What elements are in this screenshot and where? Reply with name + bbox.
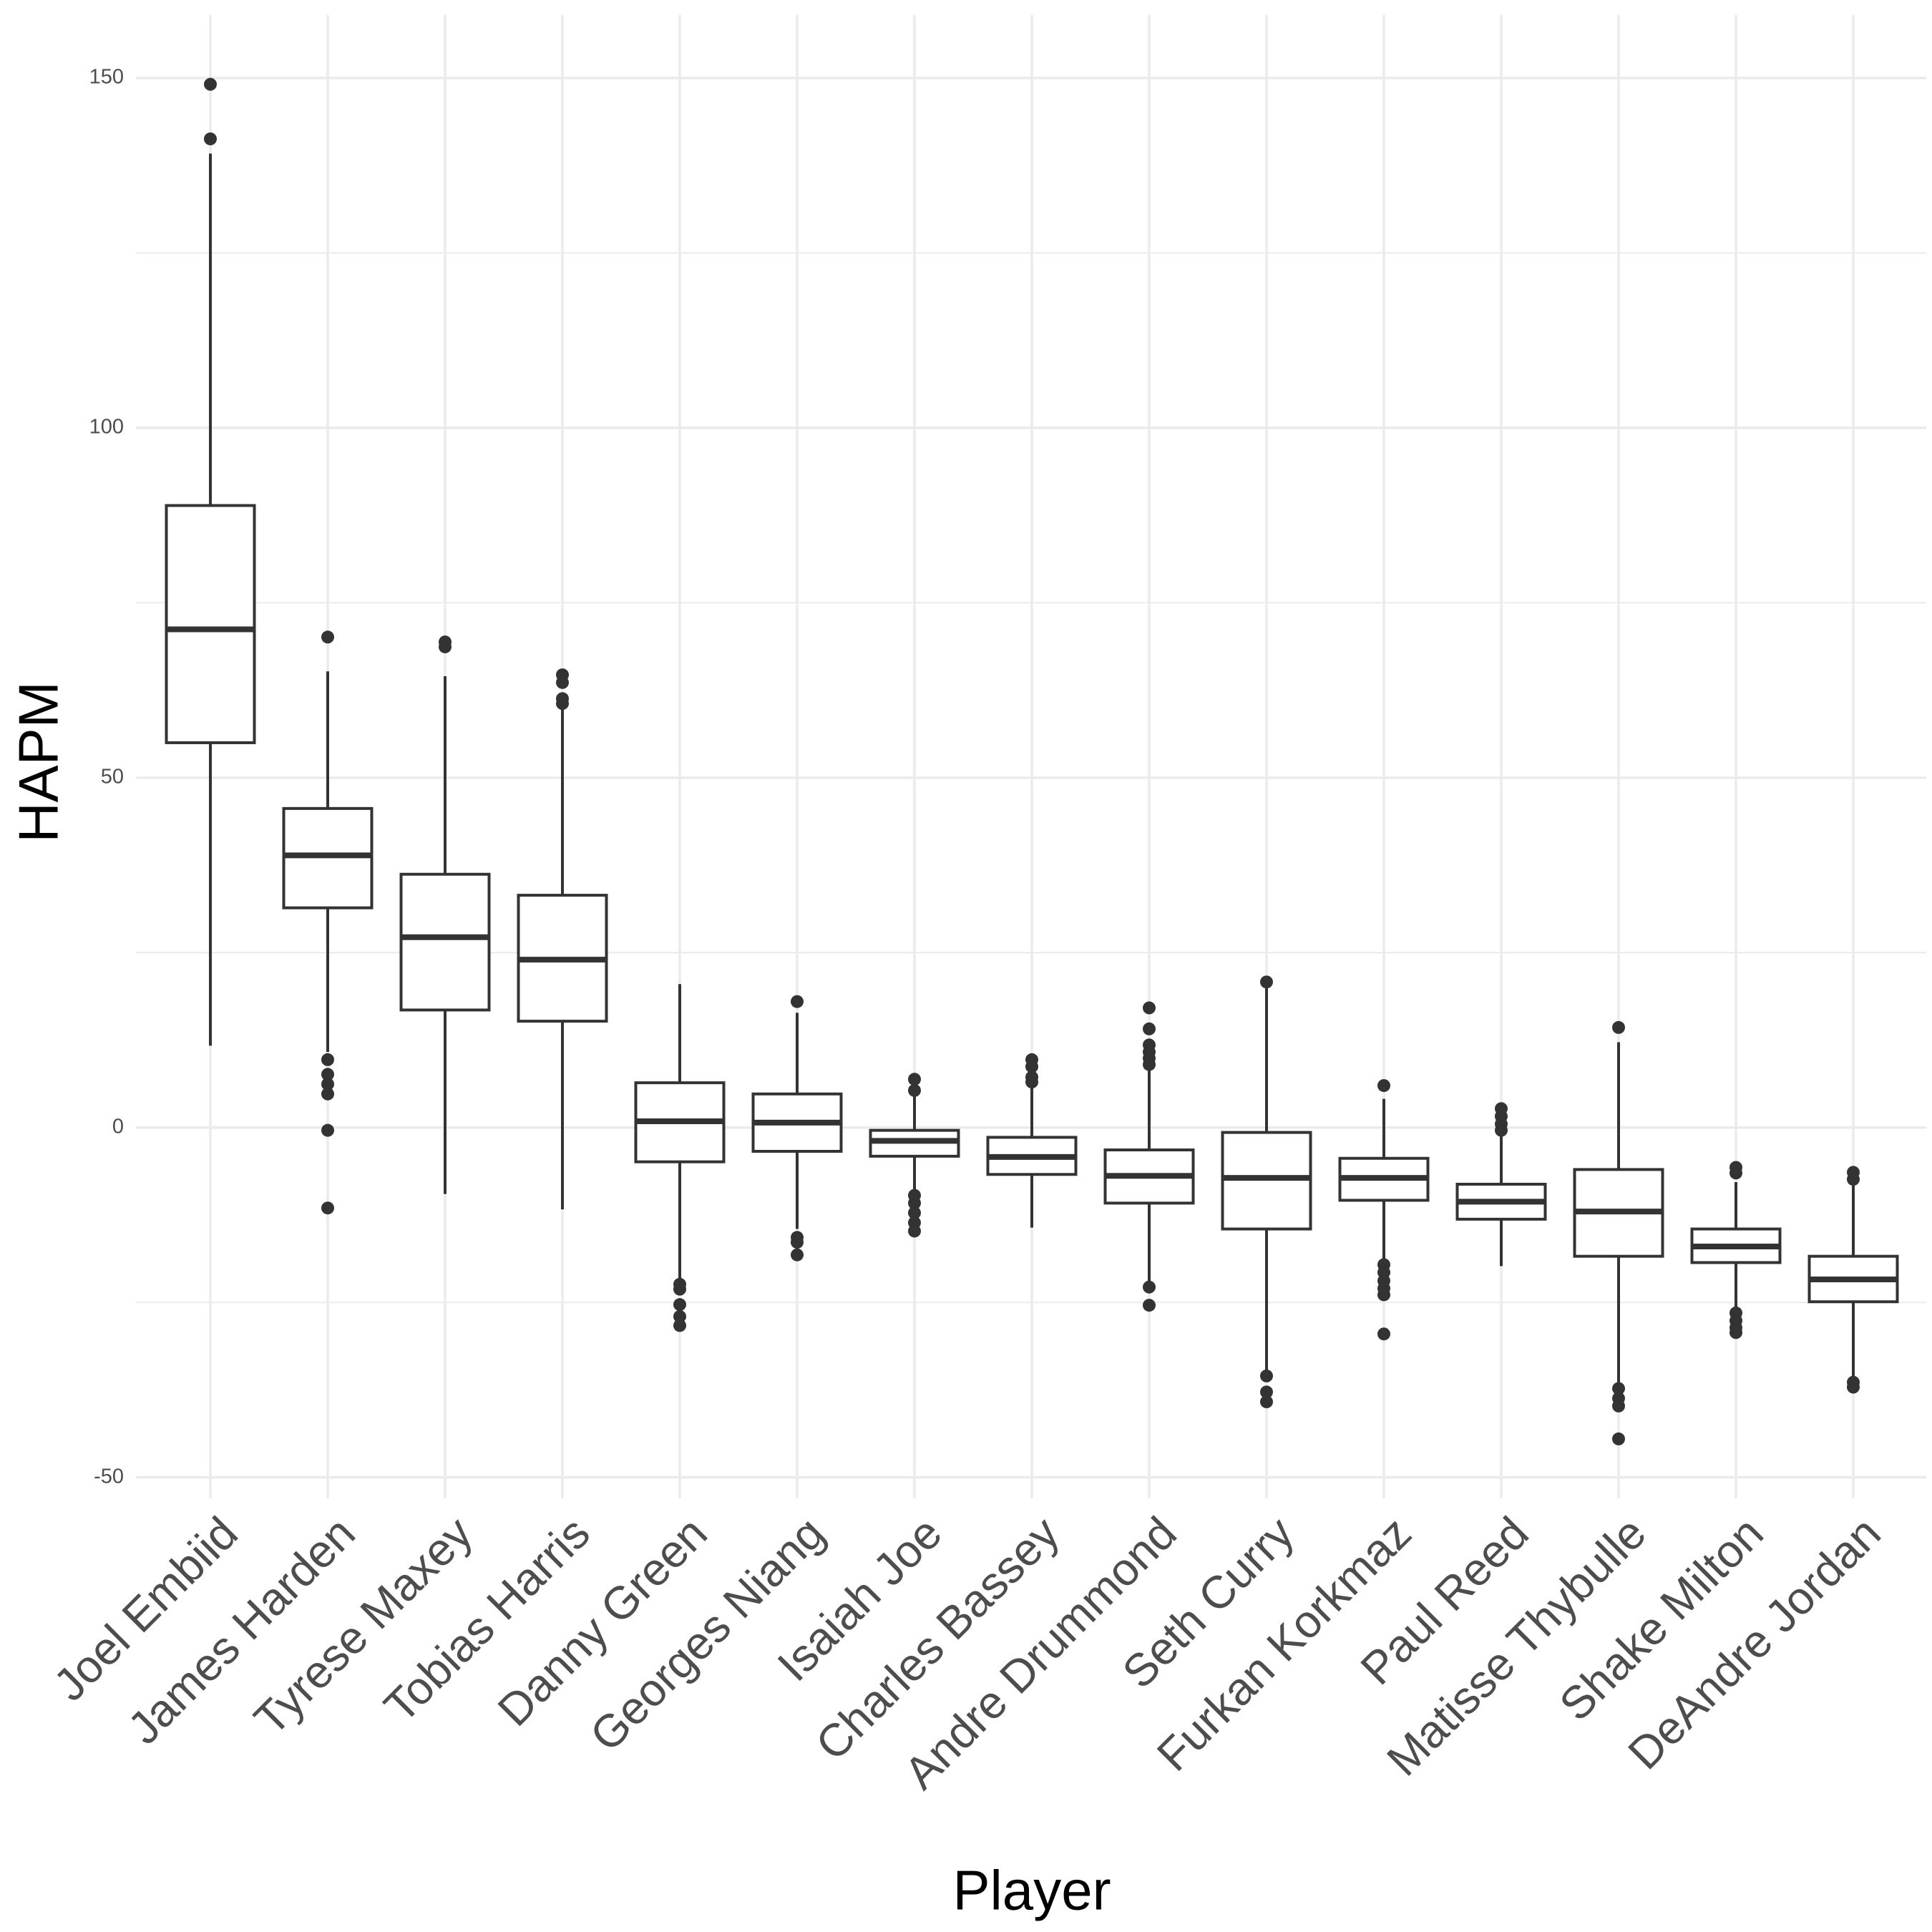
outlier (1143, 1022, 1156, 1035)
y-tick-label: 50 (101, 765, 124, 788)
outlier (673, 1298, 686, 1312)
outlier (1612, 1020, 1625, 1034)
outlier (1260, 1395, 1273, 1409)
outlier (1847, 1380, 1860, 1394)
outlier (321, 1123, 334, 1137)
outlier (1612, 1399, 1625, 1413)
outlier (321, 1087, 334, 1101)
outlier (673, 1319, 686, 1332)
outlier (791, 1248, 804, 1262)
outlier (673, 1309, 686, 1323)
y-axis-title: HAPM (7, 681, 70, 842)
outlier (1612, 1382, 1625, 1395)
outlier (1143, 1058, 1156, 1071)
outlier (1729, 1326, 1742, 1340)
outlier (1260, 975, 1273, 989)
outlier (1377, 1327, 1390, 1341)
outlier (673, 1282, 686, 1296)
y-tick-label: 0 (112, 1115, 124, 1138)
x-axis-title: Player (952, 1859, 1111, 1922)
outlier (1847, 1173, 1860, 1186)
y-tick-label: -50 (94, 1465, 124, 1488)
outlier (321, 1068, 334, 1081)
outlier (204, 77, 217, 91)
outlier (556, 675, 569, 689)
outlier (1612, 1432, 1625, 1445)
outlier (204, 132, 217, 146)
y-tick-label: 100 (89, 416, 124, 439)
x-tick-label: Tobias Harris (374, 1507, 600, 1732)
outlier (908, 1083, 921, 1097)
outlier (908, 1196, 921, 1210)
box (399, 872, 491, 1012)
outlier (1143, 1299, 1156, 1312)
outlier (908, 1073, 921, 1086)
outlier (1260, 1385, 1273, 1399)
outlier (1377, 1079, 1390, 1093)
outlier (1025, 1075, 1038, 1089)
outlier (908, 1224, 921, 1238)
outlier (1260, 1369, 1273, 1382)
box (165, 504, 256, 744)
outlier (556, 697, 569, 711)
outlier (1025, 1060, 1038, 1073)
outlier (1143, 1001, 1156, 1015)
outlier (791, 1236, 804, 1249)
outlier (908, 1206, 921, 1220)
outlier (1729, 1166, 1742, 1180)
outlier (321, 630, 334, 644)
outlier (321, 1053, 334, 1066)
outlier (321, 1201, 334, 1215)
y-tick-label: 150 (89, 66, 124, 89)
outlier (1495, 1123, 1508, 1137)
outlier (1143, 1280, 1156, 1294)
outlier (1377, 1288, 1390, 1302)
outlier (439, 640, 452, 653)
outlier (791, 995, 804, 1008)
x-tick-label: Shake Milton (1549, 1507, 1773, 1731)
outlier (321, 1078, 334, 1091)
